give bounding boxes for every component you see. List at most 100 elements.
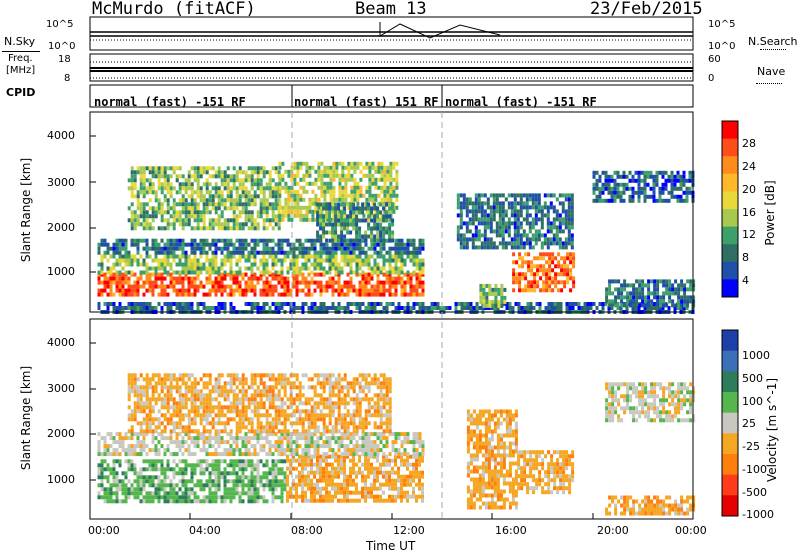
power-map-cell xyxy=(202,166,206,171)
power-map-cell xyxy=(301,242,305,247)
power-map-cell xyxy=(211,202,215,207)
power-map-cell xyxy=(376,206,380,211)
vel-map-cell xyxy=(157,475,161,480)
power-map-cell xyxy=(540,221,544,226)
power-map-cell xyxy=(202,242,206,247)
power-map-cell xyxy=(160,306,164,310)
vel-map-cell xyxy=(178,444,182,449)
power-map-cell xyxy=(250,280,254,285)
power-map-cell xyxy=(232,198,236,203)
vel-map-cell xyxy=(181,475,185,480)
cpid-label: CPID xyxy=(6,86,36,99)
vel-map-cell xyxy=(310,482,313,487)
power-map-cell xyxy=(229,266,233,271)
power-map-cell xyxy=(325,306,329,310)
vel-map-cell xyxy=(223,471,227,476)
vel-map-cell xyxy=(280,436,284,441)
power-map-cell xyxy=(346,238,350,243)
vel-map-cell xyxy=(307,474,310,479)
vel-map-cell xyxy=(247,491,251,496)
power-map-cell xyxy=(214,170,218,175)
power-map-cell xyxy=(662,303,666,308)
power-map-cell xyxy=(256,166,260,171)
power-map-cell xyxy=(217,302,221,306)
vel-map-cell xyxy=(97,448,101,453)
power-map-cell xyxy=(241,226,245,231)
power-map-cell xyxy=(652,198,656,203)
power-map-cell xyxy=(459,213,463,218)
power-map-cell xyxy=(235,246,239,251)
power-map-cell xyxy=(214,250,218,255)
power-map-cell xyxy=(403,280,407,285)
vel-map-cell xyxy=(256,495,260,500)
power-map-cell xyxy=(328,276,332,281)
power-map-cell xyxy=(374,209,378,214)
vel-map-cell xyxy=(262,475,266,480)
power-map-cell xyxy=(130,186,134,191)
power-map-cell xyxy=(103,238,107,243)
power-map-cell xyxy=(623,279,627,284)
vel-map-cell xyxy=(280,467,284,472)
power-map-cell xyxy=(199,198,203,203)
vel-map-cell xyxy=(196,436,200,441)
vel-map-cell xyxy=(283,436,287,441)
power-map-cell xyxy=(468,229,472,234)
power-map-cell xyxy=(268,222,272,227)
power-map-cell xyxy=(380,173,384,178)
power-map-cell xyxy=(668,283,672,288)
power-map-cell xyxy=(394,270,398,275)
vel-map-cell xyxy=(268,467,272,472)
vel-map-cell xyxy=(223,475,227,480)
power-map-cell xyxy=(175,288,179,293)
power-map-cell xyxy=(169,194,173,199)
power-map-cell xyxy=(533,264,537,269)
power-map-cell xyxy=(525,193,529,198)
vel-map-cell xyxy=(271,471,275,476)
power-map-cell xyxy=(483,241,487,246)
power-map-cell xyxy=(483,217,487,222)
power-map-cell xyxy=(471,213,475,218)
vel-map-cell xyxy=(211,483,215,488)
power-map-cell xyxy=(214,242,218,247)
vel-map-cell xyxy=(202,467,206,472)
vel-map-cell xyxy=(307,482,310,487)
power-map-cell xyxy=(305,189,309,194)
power-map-cell xyxy=(118,238,122,243)
power-map-cell xyxy=(551,280,555,285)
power-map-cell xyxy=(528,197,532,202)
power-map-cell xyxy=(516,213,520,218)
vel-map-cell xyxy=(340,482,343,487)
power-map-cell xyxy=(247,254,251,259)
power-map-cell xyxy=(595,182,599,187)
power-map-cell xyxy=(223,276,227,281)
vel-map-cell xyxy=(214,432,218,437)
power-map-cell xyxy=(139,262,143,267)
x-axis-label: Time UT xyxy=(366,539,416,553)
power-map-cell xyxy=(109,246,113,251)
power-map-cell xyxy=(371,165,375,170)
power-map-cell xyxy=(299,161,303,166)
vel-map-cell xyxy=(100,459,104,464)
power-map-cell xyxy=(283,292,287,297)
vel-map-cell xyxy=(184,463,188,468)
power-map-cell xyxy=(682,182,686,187)
power-map-cell xyxy=(139,214,143,219)
power-map-cell xyxy=(178,210,182,215)
power-map-cell xyxy=(388,230,392,235)
power-map-cell xyxy=(253,250,257,255)
power-map-cell xyxy=(142,262,146,267)
vel-map-cell xyxy=(397,486,400,491)
vel-map-cell xyxy=(364,478,367,483)
power-map-cell xyxy=(139,302,143,306)
vel-map-cell xyxy=(115,440,119,445)
power-map-cell xyxy=(552,237,556,242)
vel-map-cell xyxy=(202,499,206,504)
power-map-cell xyxy=(157,198,161,203)
power-map-cell xyxy=(370,276,374,281)
power-map-cell xyxy=(376,288,380,293)
power-map-cell xyxy=(525,209,529,214)
power-map-cell xyxy=(130,202,134,207)
power-map-cell xyxy=(268,306,272,310)
vel-map-cell xyxy=(259,475,263,480)
power-map-cell xyxy=(344,197,348,202)
